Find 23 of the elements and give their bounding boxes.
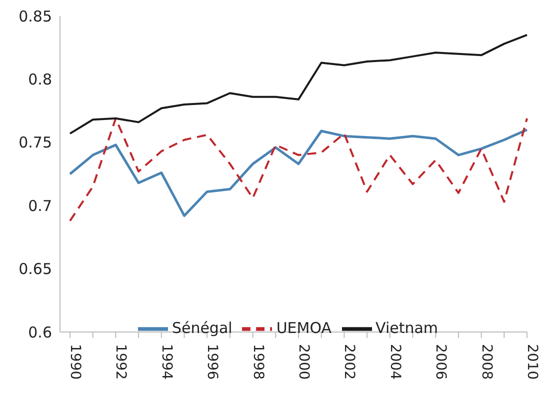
legend-label: Sénégal [172,319,232,338]
y-tick-label: 0.7 [28,196,52,215]
x-tick-label: 2002 [341,344,358,380]
x-tick-label: 2008 [478,344,494,380]
x-tick-label: 2006 [432,344,449,380]
legend-label: Vietnam [376,319,438,338]
x-tick-label: 2000 [296,344,312,380]
x-tick-label: 1994 [158,344,174,380]
y-tick-label: 0.8 [28,70,52,89]
line-series [69,34,528,135]
line-series [68,128,528,217]
y-tick-label: 0.6 [28,323,52,342]
line-series [69,117,528,222]
x-tick-label: 2004 [386,344,403,380]
x-tick-label: 1990 [67,344,83,380]
y-tick-label: 0.65 [18,260,52,278]
x-tick-label: 2010 [524,344,540,380]
y-tick-label: 0.75 [18,134,52,152]
y-tick-label: 0.85 [18,7,52,26]
x-tick-label: 1992 [112,344,129,380]
legend-label: UEMOA [276,319,332,338]
x-tick-label: 1996 [204,344,220,380]
x-tick-label: 1998 [250,344,266,380]
